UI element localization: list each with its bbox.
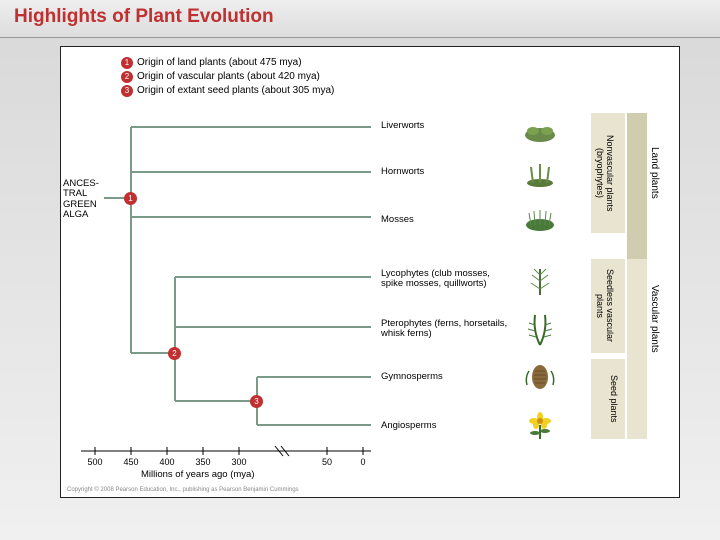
taxon-pterophytes: Pterophytes (ferns, horsetails, whisk fe…: [381, 319, 511, 340]
slide-title: Highlights of Plant Evolution: [0, 0, 720, 38]
group-label-nonvasc: Nonvascular plants (bryophytes): [595, 117, 615, 229]
root-label: ANCES- TRAL GREEN ALGA: [63, 179, 99, 221]
angiosperm-icon: [523, 411, 557, 441]
taxon-gymnosperms: Gymnosperms: [381, 372, 501, 382]
group-label-seed: Seed plants: [609, 363, 619, 435]
fern-icon: [523, 311, 557, 347]
taxon-hornworts: Hornworts: [381, 167, 501, 177]
axis-label: Millions of years ago (mya): [141, 469, 255, 480]
copyright: Copyright © 2008 Pearson Education, Inc.…: [67, 487, 299, 493]
group-label-land: Land plants: [649, 113, 660, 233]
group-label-seedless: Seedless vascular plants: [595, 263, 615, 349]
taxon-mosses: Mosses: [381, 215, 501, 225]
phylo-tree: [61, 47, 381, 457]
taxon-lycophytes: Lycophytes (club mosses, spike mosses, q…: [381, 269, 511, 290]
evolution-figure: 1Origin of land plants (about 475 mya) 2…: [60, 46, 680, 498]
gymnosperm-icon: [523, 363, 557, 393]
axis-tick: 50: [319, 457, 335, 467]
axis-tick: 0: [357, 457, 369, 467]
group-label-vasc: Vascular plants: [649, 259, 660, 379]
taxon-liverworts: Liverworts: [381, 121, 501, 131]
liverwort-icon: [523, 117, 557, 143]
axis-tick: 500: [87, 457, 103, 467]
hornwort-icon: [523, 161, 557, 187]
axis-tick: 400: [159, 457, 175, 467]
axis-tick: 300: [231, 457, 247, 467]
node-badge-2: 2: [168, 347, 181, 360]
moss-icon: [523, 205, 557, 231]
lycophyte-icon: [523, 265, 557, 297]
axis-tick: 450: [123, 457, 139, 467]
group-bar-vasc: [627, 259, 647, 439]
node-badge-3: 3: [250, 395, 263, 408]
taxon-angiosperms: Angiosperms: [381, 421, 501, 431]
group-bar-seed: [591, 359, 625, 439]
axis-tick: 350: [195, 457, 211, 467]
node-badge-1: 1: [124, 192, 137, 205]
